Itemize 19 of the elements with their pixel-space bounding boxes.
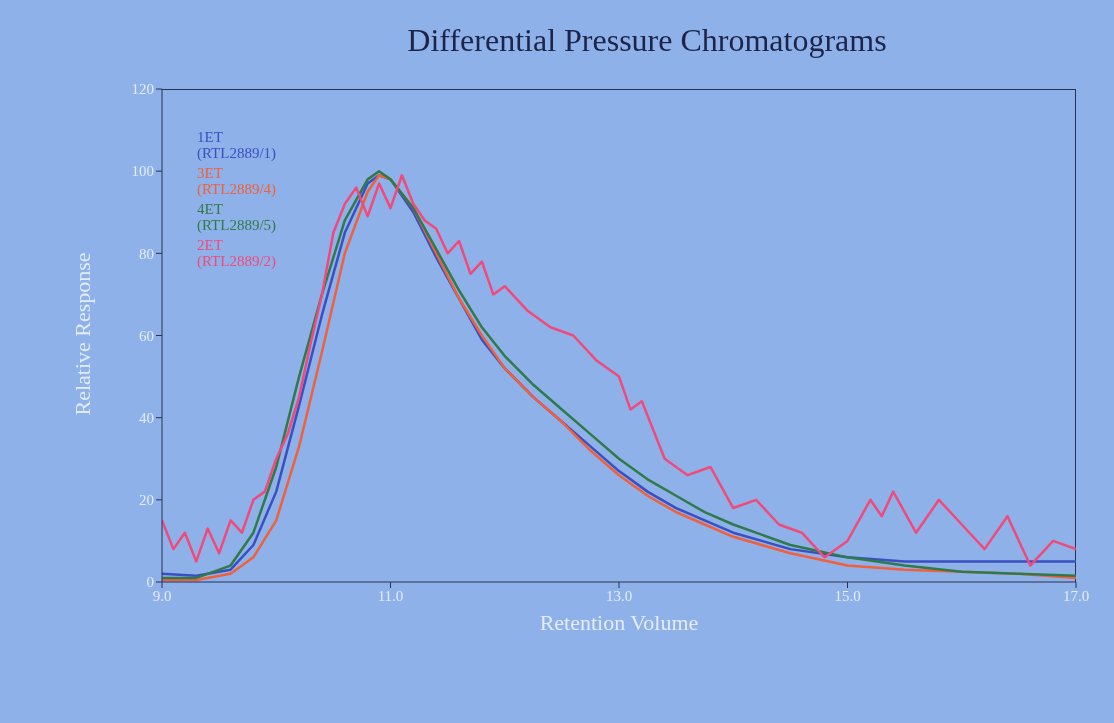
x-axis-title: Retention Volume xyxy=(539,610,699,635)
text: 3ET (RTL2889/4) xyxy=(197,165,278,197)
chart-title: Differential Pressure Chromatograms xyxy=(406,22,888,59)
y-tick-label: 100 xyxy=(131,163,154,180)
y-tick-label: 40 xyxy=(139,409,154,426)
y-tick-label: 60 xyxy=(139,327,154,344)
x-tick-label: 9.0 xyxy=(152,587,172,604)
y-tick-label: 80 xyxy=(139,245,154,262)
y-tick-label: 0 xyxy=(146,574,154,591)
text: 1ET (RTL2889/1) xyxy=(197,129,278,161)
text: 4ET (RTL2889/5) xyxy=(197,201,278,233)
x-tick-label: 17.0 xyxy=(1062,587,1090,604)
text: 2ET (RTL2889/2) xyxy=(197,237,278,269)
y-axis-title: Relative Response xyxy=(69,252,95,416)
x-tick-label: 11.0 xyxy=(377,587,404,604)
y-tick-label: 120 xyxy=(131,81,154,98)
x-tick-label: 13.0 xyxy=(605,587,633,604)
x-tick-label: 15.0 xyxy=(834,587,861,604)
y-tick-label: 20 xyxy=(139,492,154,509)
